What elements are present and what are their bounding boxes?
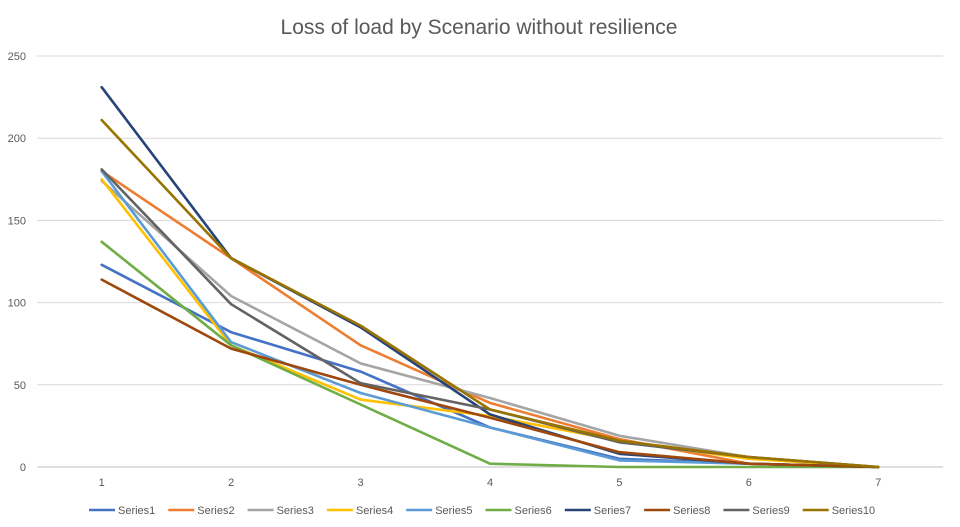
legend-label: Series1	[118, 505, 155, 517]
legend-label: Series4	[356, 505, 393, 517]
x-tick-label: 1	[99, 477, 105, 489]
chart-title: Loss of load by Scenario without resilie…	[281, 16, 678, 39]
x-tick-label: 5	[616, 477, 622, 489]
legend-item-series1: Series1	[89, 505, 155, 517]
legend-item-series7: Series7	[564, 505, 631, 517]
legend-item-series8: Series8	[644, 505, 710, 517]
series-line-series8	[100, 278, 880, 469]
series-line-series1	[100, 263, 880, 469]
legend-item-series6: Series6	[485, 505, 552, 517]
series-lines	[100, 85, 880, 469]
legend-label: Series8	[673, 505, 710, 517]
series-line-series5	[100, 169, 880, 469]
y-tick-label: 0	[20, 462, 26, 474]
legend-item-series4: Series4	[326, 505, 393, 517]
y-tick-label: 250	[8, 51, 26, 63]
series-line-series10	[100, 118, 880, 469]
legend-label: Series5	[435, 505, 472, 517]
legend-label: Series9	[752, 505, 789, 517]
legend-item-series5: Series5	[406, 505, 472, 517]
x-tick-label: 3	[358, 477, 364, 489]
legend-item-series10: Series10	[802, 505, 875, 517]
y-tick-label: 50	[14, 380, 26, 392]
legend-item-series3: Series3	[247, 505, 314, 517]
gridlines	[37, 55, 943, 386]
legend-item-series9: Series9	[723, 505, 790, 517]
legend-label: Series6	[515, 505, 552, 517]
x-tick-label: 6	[746, 477, 752, 489]
x-tick-label: 4	[487, 477, 493, 489]
legend-item-series2: Series2	[168, 505, 235, 517]
series-line-series9	[100, 168, 880, 469]
x-tick-label: 7	[875, 477, 881, 489]
legend-label: Series2	[197, 505, 234, 517]
legend-label: Series7	[594, 505, 631, 517]
y-tick-label: 200	[8, 133, 26, 145]
series-line-series6	[100, 240, 880, 469]
legend-label: Series10	[832, 505, 875, 517]
legend: Series1 Series2 Series3 Series4 Series5 Serie…	[89, 505, 875, 517]
x-tick-label: 2	[228, 477, 234, 489]
y-tick-label: 150	[8, 215, 26, 227]
y-tick-label: 100	[8, 298, 26, 310]
legend-label: Series3	[277, 505, 314, 517]
series-line-series2	[100, 169, 880, 469]
